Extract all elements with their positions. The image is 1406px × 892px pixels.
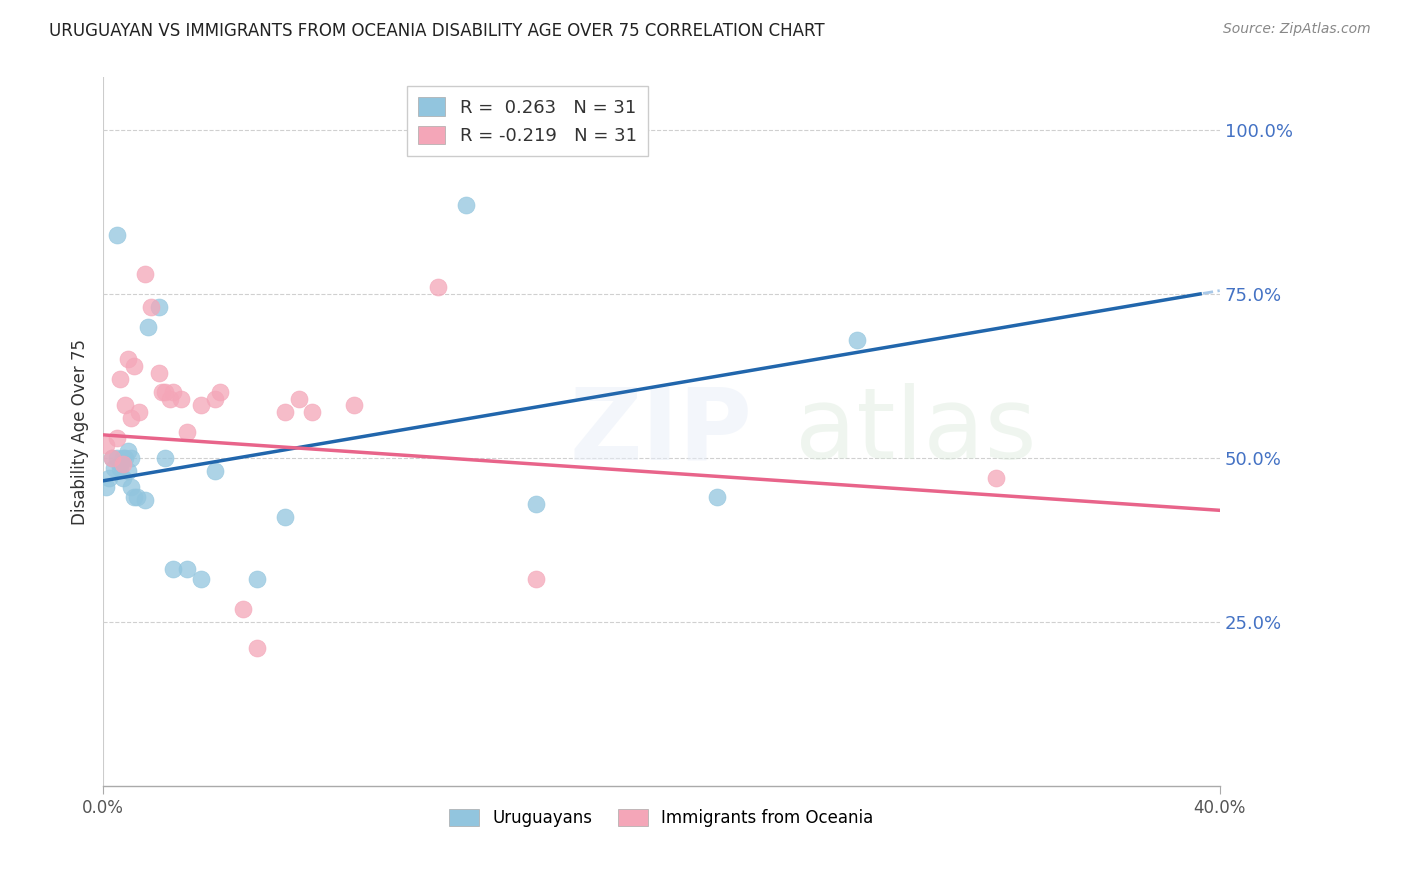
Point (117, 444, 139, 458)
Text: URUGUAYAN VS IMMIGRANTS FROM OCEANIA DISABILITY AGE OVER 75 CORRELATION CHART: URUGUAYAN VS IMMIGRANTS FROM OCEANIA DIS… (49, 22, 825, 40)
Point (117, 464, 139, 478)
Point (100, 450, 122, 465)
Point (111, 450, 134, 465)
Point (120, 411, 142, 425)
Point (114, 398, 136, 412)
Point (122, 359, 145, 373)
Point (105, 450, 128, 465)
Point (105, 431, 128, 445)
Text: ZIP: ZIP (569, 383, 752, 480)
Point (524, 497, 547, 511)
Point (125, 490, 148, 504)
Point (139, 300, 162, 314)
Point (454, 198, 477, 212)
Point (232, 601, 254, 615)
Point (162, 562, 184, 576)
Point (287, 392, 309, 406)
Point (246, 641, 269, 656)
Point (209, 385, 232, 400)
Point (100, 450, 122, 465)
Point (170, 392, 193, 406)
Point (162, 385, 184, 400)
Point (117, 352, 139, 367)
Point (108, 372, 131, 386)
Text: Source: ZipAtlas.com: Source: ZipAtlas.com (1223, 22, 1371, 37)
Point (94, 438, 117, 452)
Point (114, 450, 136, 465)
Text: atlas: atlas (796, 383, 1038, 480)
Point (134, 267, 156, 281)
Point (204, 392, 226, 406)
Point (108, 458, 131, 472)
Point (204, 464, 226, 478)
Point (120, 480, 142, 494)
Point (128, 405, 150, 419)
Point (120, 450, 142, 465)
Point (301, 405, 323, 419)
Point (150, 385, 173, 400)
Point (159, 392, 181, 406)
Point (427, 280, 450, 294)
Y-axis label: Disability Age Over 75: Disability Age Over 75 (72, 339, 89, 524)
Point (190, 398, 212, 412)
Point (190, 572, 212, 586)
Point (706, 490, 728, 504)
Point (273, 509, 295, 524)
Point (111, 470, 134, 484)
Point (845, 333, 868, 347)
Point (524, 572, 547, 586)
Legend: Uruguayans, Immigrants from Oceania: Uruguayans, Immigrants from Oceania (443, 803, 880, 834)
Point (148, 300, 170, 314)
Point (246, 572, 269, 586)
Point (108, 460, 131, 475)
Point (122, 490, 145, 504)
Point (105, 227, 128, 242)
Point (97, 470, 120, 484)
Point (176, 562, 198, 576)
Point (111, 458, 134, 472)
Point (103, 460, 125, 475)
Point (153, 385, 176, 400)
Point (136, 319, 159, 334)
Point (153, 450, 176, 465)
Point (94, 480, 117, 494)
Point (273, 405, 295, 419)
Point (148, 366, 170, 380)
Point (176, 425, 198, 439)
Point (134, 493, 156, 508)
Point (343, 398, 366, 412)
Point (986, 470, 1008, 484)
